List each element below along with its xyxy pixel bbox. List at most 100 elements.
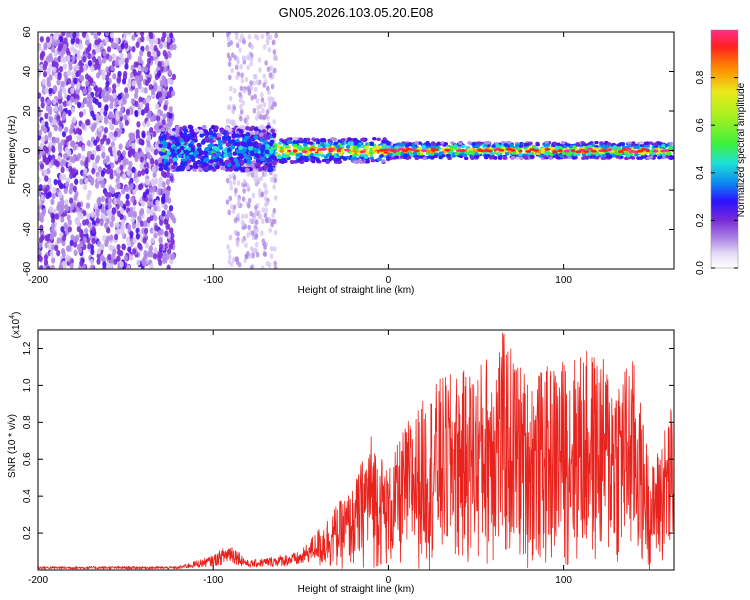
heatmap-cell [124, 42, 129, 49]
heatmap-cell [376, 137, 381, 142]
heatmap-cell [249, 61, 253, 67]
heatmap-cell [143, 227, 149, 235]
heatmap-cell [139, 101, 144, 108]
heatmap-cell [347, 137, 352, 141]
heatmap-cell [203, 158, 209, 163]
heatmap-cell [82, 108, 87, 116]
heatmap-cell [230, 204, 234, 210]
heatmap-cell [396, 151, 402, 155]
heatmap-cell [345, 145, 351, 149]
heatmap-cell [241, 220, 246, 227]
heatmap-cell [183, 136, 189, 141]
snr-scale-exp: 4 [9, 315, 16, 319]
heatmap-cell [242, 88, 247, 94]
heatmap-cell [235, 149, 241, 154]
heatmap-cell [268, 227, 272, 234]
heatmap-cell [65, 254, 70, 261]
heatmap-cell [75, 127, 81, 134]
heatmap-cell [68, 188, 73, 195]
y-tick-label: 1.0 [22, 378, 33, 392]
heatmap-cell [548, 156, 553, 160]
heatmap-cell [625, 147, 632, 151]
heatmap-cell [74, 178, 79, 185]
heatmap-cell [152, 51, 157, 58]
heatmap-cell [248, 217, 253, 224]
heatmap-cell [75, 83, 81, 90]
heatmap-cell [535, 142, 540, 147]
heatmap-cell [493, 156, 498, 160]
heatmap-cell [226, 104, 231, 111]
heatmap-cell [637, 149, 644, 153]
heatmap-cell [611, 154, 617, 158]
heatmap-cell [541, 147, 546, 152]
heatmap-cell [50, 264, 55, 269]
heatmap-cell [463, 156, 469, 161]
heatmap-cell [57, 201, 62, 208]
heatmap-cell [58, 264, 64, 269]
snr-scale-factor: (x104) [9, 312, 22, 339]
heatmap-cell [150, 157, 155, 165]
heatmap-cell [108, 111, 113, 119]
heatmap-cell [110, 42, 116, 49]
snr-x-label: Height of straight line (km) [298, 584, 415, 595]
heatmap-cell [224, 159, 229, 165]
heatmap-cell [95, 112, 100, 120]
heatmap-cell [120, 219, 125, 226]
heatmap-cell [538, 154, 543, 158]
heatmap-cell [627, 141, 632, 145]
heatmap-cell [116, 228, 121, 235]
heatmap-cell [468, 150, 473, 154]
heatmap-cell [194, 150, 200, 156]
heatmap-cell [269, 65, 274, 71]
heatmap-cell [408, 142, 413, 147]
heatmap-cell [519, 156, 524, 160]
heatmap-cell [262, 101, 267, 108]
heatmap-cell [58, 120, 63, 127]
heatmap-cell [486, 149, 493, 153]
heatmap-cell [234, 167, 240, 172]
heatmap-cell [96, 63, 101, 70]
heatmap-cell [240, 167, 246, 173]
heatmap-cell [360, 138, 366, 142]
heatmap-cell [67, 109, 72, 117]
x-tick-label: -100 [203, 275, 223, 286]
heatmap-cell [273, 195, 278, 201]
heatmap-cell [59, 182, 64, 190]
heatmap-cell [69, 96, 75, 103]
heatmap-cell [608, 155, 613, 159]
heatmap-cell [92, 97, 97, 104]
heatmap-cell [555, 155, 560, 160]
heatmap-cell [146, 120, 151, 127]
heatmap-cell [57, 155, 62, 162]
heatmap-cell [148, 193, 153, 200]
heatmap-cell [236, 231, 240, 237]
y-tick-label: 0.2 [22, 526, 33, 540]
heatmap-cell [79, 229, 84, 236]
heatmap-cell [108, 55, 113, 62]
heatmap-cell [253, 93, 258, 100]
heatmap-cell [144, 146, 149, 153]
heatmap-cell [250, 172, 255, 178]
heatmap-cell [581, 156, 586, 160]
heatmap-cell [489, 156, 494, 160]
heatmap-cell [110, 141, 115, 148]
heatmap-cell [284, 151, 290, 155]
heatmap-cell [79, 240, 84, 248]
heatmap-cell [83, 97, 88, 104]
heatmap-cell [497, 156, 503, 160]
heatmap-cell [85, 80, 90, 87]
heatmap-cell [131, 80, 136, 87]
heatmap-cell [640, 155, 646, 159]
y-tick-label: 0.6 [22, 452, 33, 466]
heatmap-cell [38, 129, 43, 136]
heatmap-cell [171, 253, 176, 260]
heatmap-cell [111, 53, 116, 60]
heatmap-cell [244, 168, 250, 173]
heatmap-cell [60, 56, 65, 63]
heatmap-cell [53, 105, 58, 112]
heatmap-cell [109, 173, 114, 180]
heatmap-cell [187, 133, 193, 138]
heatmap-cell [82, 236, 87, 243]
heatmap-cell [87, 242, 92, 250]
heatmap-cell [626, 154, 631, 158]
